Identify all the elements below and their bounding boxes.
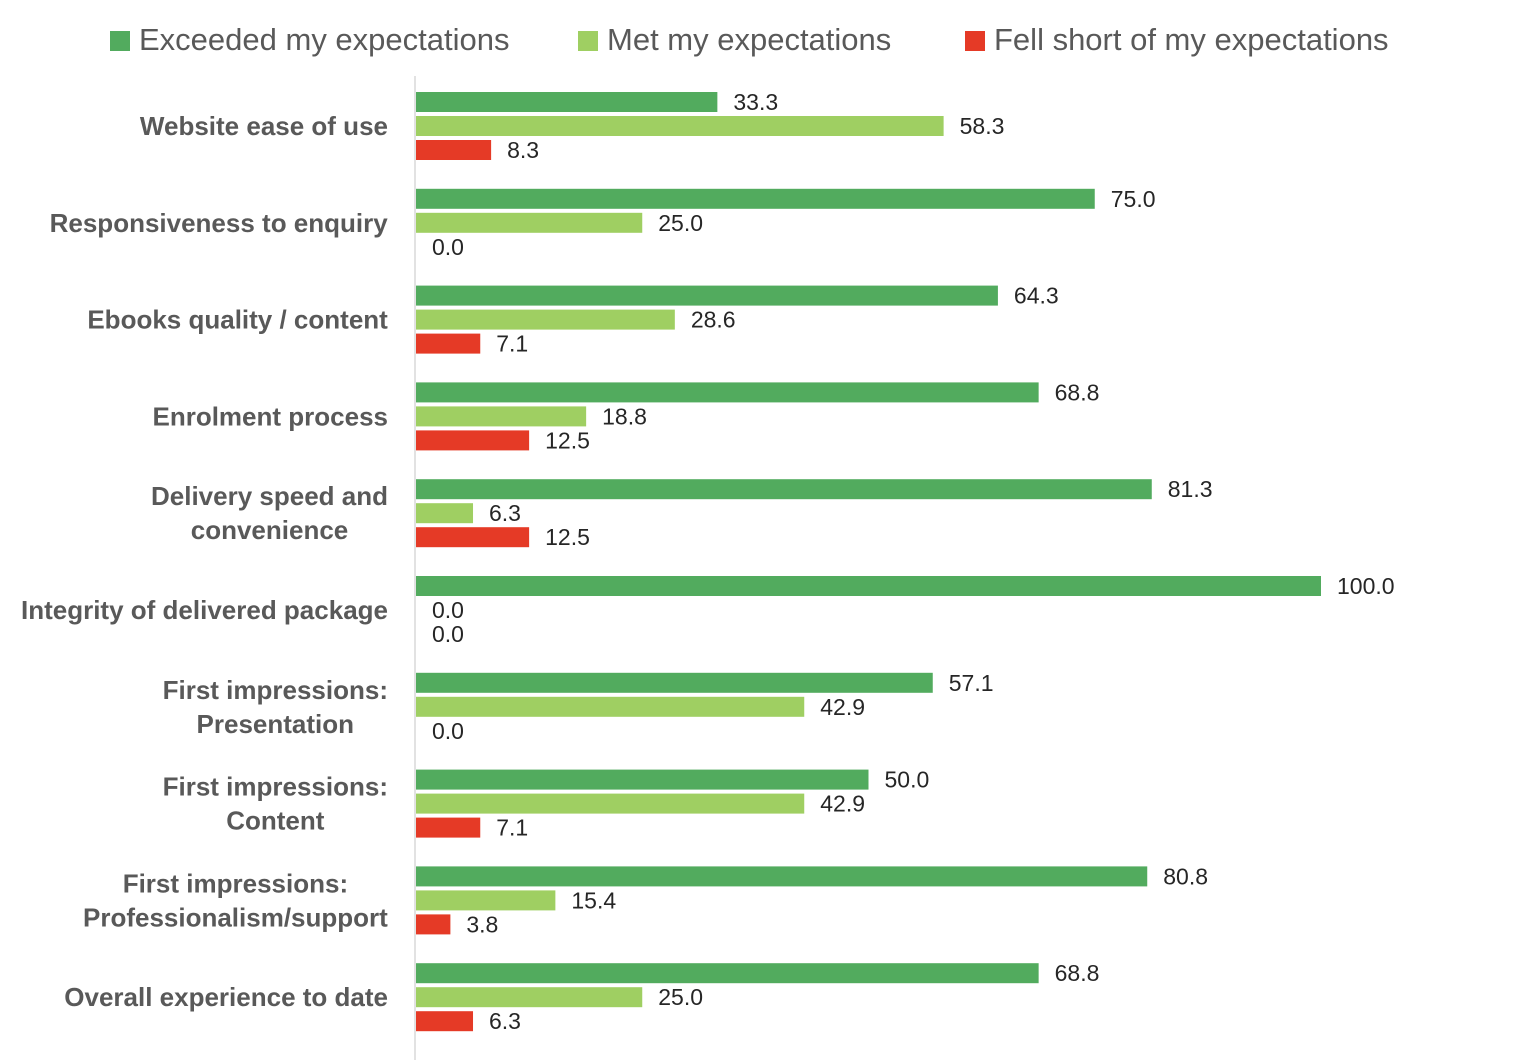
legend-label-2: Fell short of my expectations: [994, 22, 1389, 57]
category-label-0: Website ease of use: [140, 111, 388, 141]
category-label-2: Ebooks quality / content: [87, 305, 388, 335]
category-label-8: First impressions: Professionalism/suppor…: [83, 868, 388, 932]
bar-9-0: [416, 963, 1039, 984]
legend-label-1: Met my expectations: [607, 22, 891, 57]
value-label-0-0: 33.3: [733, 89, 778, 115]
value-label-0-1: 58.3: [960, 113, 1005, 139]
category-label-9: Overall experience to date: [64, 982, 388, 1012]
bar-2-1: [416, 309, 675, 330]
legend-swatch-2: [965, 31, 985, 51]
bar-6-1: [416, 696, 805, 717]
value-label-3-2: 12.5: [545, 427, 590, 453]
value-label-3-1: 18.8: [602, 403, 647, 429]
value-label-8-2: 3.8: [466, 911, 498, 937]
category-label-7: First impressions: Content: [163, 772, 388, 836]
bar-9-1: [416, 987, 643, 1008]
value-label-6-0: 57.1: [949, 670, 994, 696]
bar-7-1: [416, 793, 805, 814]
value-label-7-0: 50.0: [885, 767, 930, 793]
category-label-6: First impressions: Presentation: [163, 675, 388, 739]
bar-9-2: [416, 1011, 474, 1032]
value-label-2-2: 7.1: [496, 331, 528, 357]
value-label-4-1: 6.3: [489, 500, 521, 526]
bar-4-1: [416, 503, 474, 524]
bar-1-0: [416, 188, 1095, 209]
value-label-3-0: 68.8: [1055, 379, 1100, 405]
bar-2-2: [416, 333, 481, 354]
value-label-9-0: 68.8: [1055, 960, 1100, 986]
value-label-2-1: 28.6: [691, 307, 736, 333]
bar-7-0: [416, 769, 869, 790]
category-labels: Website ease of use Responsiveness to enq…: [21, 111, 388, 1012]
value-label-9-1: 25.0: [658, 984, 703, 1010]
legend-swatch-0: [110, 31, 130, 51]
bar-5-0: [416, 576, 1321, 596]
value-label-7-1: 42.9: [820, 791, 865, 817]
bar-1-1: [416, 212, 643, 233]
bar-4-2: [416, 527, 530, 548]
category-label-1: Responsiveness to enquiry: [50, 208, 389, 238]
value-label-5-1: 0.0: [432, 597, 464, 623]
bar-0-1: [416, 116, 944, 136]
bar-3-2: [416, 430, 530, 451]
value-label-5-2: 0.0: [432, 621, 464, 647]
value-label-2-0: 64.3: [1014, 283, 1059, 309]
bar-3-1: [416, 406, 587, 427]
category-label-5: Integrity of delivered package: [21, 595, 388, 625]
bar-8-1: [416, 890, 556, 911]
value-label-6-2: 0.0: [432, 718, 464, 744]
value-label-8-1: 15.4: [571, 887, 616, 913]
legend-swatch-1: [578, 31, 598, 51]
bar-7-2: [416, 817, 481, 838]
bar-3-0: [416, 382, 1039, 403]
legend-label-0: Exceeded my expectations: [139, 22, 510, 57]
value-label-9-2: 6.3: [489, 1008, 521, 1034]
value-label-1-0: 75.0: [1111, 186, 1156, 212]
bar-6-0: [416, 672, 933, 693]
value-label-1-1: 25.0: [658, 210, 703, 236]
bar-8-2: [416, 914, 451, 935]
value-label-8-0: 80.8: [1163, 863, 1208, 889]
bars: 33.3 58.3 8.3 75.0 25.0 0.0 64.3 28.6 7.1 68.8 18.…: [416, 89, 1395, 1034]
bar-2-0: [416, 285, 998, 306]
value-label-5-0: 100.0: [1337, 573, 1395, 599]
category-label-4: Delivery speed and convenience: [151, 481, 388, 545]
value-label-4-2: 12.5: [545, 524, 590, 550]
value-label-0-2: 8.3: [507, 137, 539, 163]
bar-0-0: [416, 92, 718, 112]
value-label-7-2: 7.1: [496, 815, 528, 841]
bar-0-2: [416, 140, 492, 160]
value-label-6-1: 42.9: [820, 694, 865, 720]
legend: Exceeded my expectations Met my expectati…: [110, 22, 1389, 57]
bar-4-0: [416, 479, 1152, 500]
bar-8-0: [416, 866, 1148, 887]
value-label-4-0: 81.3: [1168, 476, 1213, 502]
value-label-1-2: 0.0: [432, 234, 464, 260]
category-label-3: Enrolment process: [152, 401, 388, 431]
